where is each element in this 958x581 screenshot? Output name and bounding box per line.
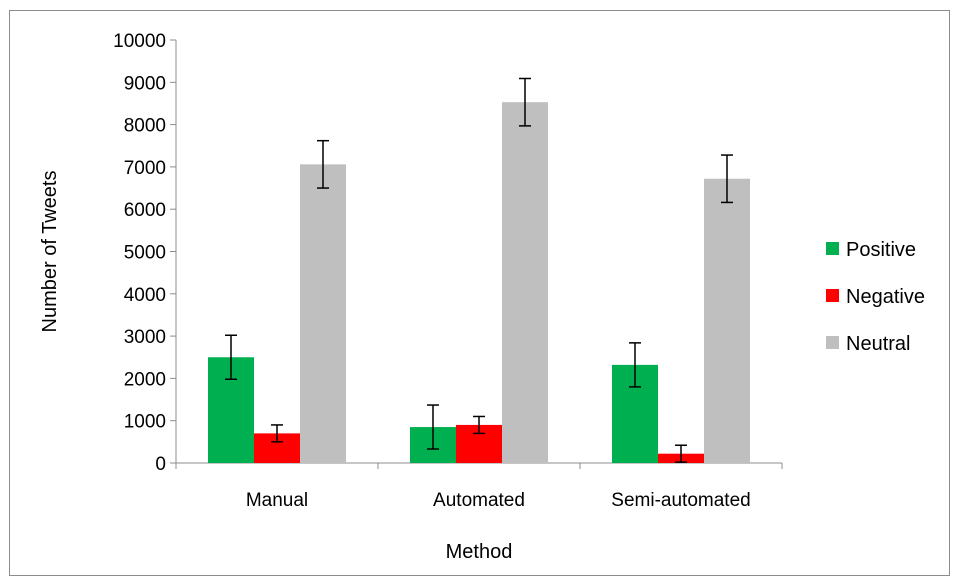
legend-label-positive: Positive (846, 239, 916, 261)
legend-swatch-negative (826, 289, 839, 302)
y-axis-title: Number of Tweets (39, 171, 61, 333)
y-tick-label: 8000 (124, 116, 166, 137)
y-tick-label: 9000 (124, 73, 166, 94)
bar-neutral (300, 164, 346, 463)
y-tick-label: 6000 (124, 200, 166, 221)
x-tick-label: Manual (246, 490, 308, 511)
y-tick-label: 0 (155, 454, 166, 475)
bars (208, 102, 750, 463)
y-tick-label: 4000 (124, 285, 166, 306)
bar-neutral (502, 102, 548, 463)
legend-swatch-neutral (826, 336, 839, 349)
legend-label-negative: Negative (846, 286, 925, 308)
error-bars (225, 77, 733, 463)
bar-neutral (704, 178, 750, 463)
y-axis: 0 1000 2000 3000 4000 5000 6000 7000 8000 9000 100… (113, 31, 177, 475)
y-tick-label: 1000 (124, 412, 166, 433)
x-axis-title: Method (446, 541, 513, 563)
x-axis: Manual Automated Semi-automated (175, 462, 783, 511)
legend: Positive Negative Neutral (826, 239, 925, 355)
y-tick-label: 10000 (113, 31, 166, 52)
y-tick-label: 2000 (124, 369, 166, 390)
legend-swatch-positive (826, 242, 839, 255)
y-tick-label: 3000 (124, 327, 166, 348)
x-tick-label: Semi-automated (611, 490, 750, 511)
y-tick-label: 5000 (124, 243, 166, 264)
x-tick-label: Automated (433, 490, 525, 511)
y-tick-label: 7000 (124, 158, 166, 179)
chart-frame (9, 10, 950, 576)
legend-label-neutral: Neutral (846, 333, 910, 355)
